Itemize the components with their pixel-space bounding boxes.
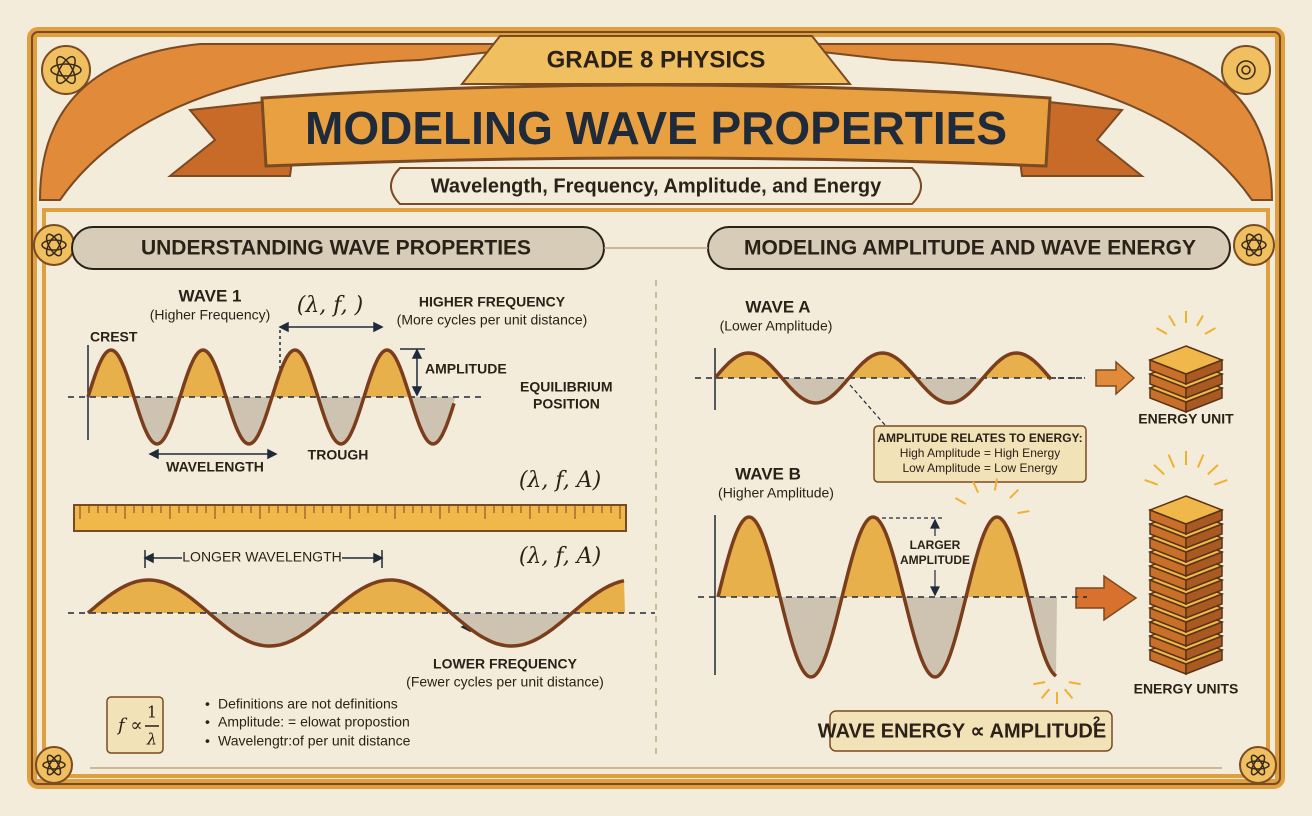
formula-lhs: f ∝ (116, 715, 143, 736)
wave-fill-crest (715, 353, 1052, 378)
leader (849, 384, 886, 426)
grade-plate (459, 35, 853, 85)
frequency-label: LOWER FREQUENCY (433, 656, 578, 672)
glow-ray (1068, 681, 1081, 686)
glow-ray (1033, 681, 1046, 686)
bullet: Definitions are not definitions (218, 696, 398, 712)
trough-label: TROUGH (308, 447, 369, 463)
wave-sublabel: (Higher Amplitude) (718, 485, 834, 501)
crest-label: CREST (90, 329, 138, 345)
glow-ray (1063, 688, 1074, 700)
wavelength-label: WAVELENGTH (166, 459, 264, 475)
arrow (1075, 574, 1138, 622)
grade-label: GRADE 8 PHYSICS (547, 46, 766, 73)
glow-ray (1196, 454, 1205, 468)
wave-sublabel: (Lower Amplitude) (720, 318, 833, 334)
wave-fill-trough (88, 397, 455, 444)
bullet: Wavelengtr:of per unit distance (218, 733, 411, 749)
wave-line (716, 515, 1058, 679)
glow-ray (993, 478, 998, 491)
frequency-note: (Fewer cycles per unit distance) (406, 674, 604, 690)
energy-label: ENERGY UNITS (1134, 681, 1239, 697)
glow-ray (1009, 489, 1019, 499)
notation: (λ, f, ) (297, 293, 363, 318)
notation: (λ, f, A) (519, 544, 601, 569)
wave-sublabel: (Higher Frequency) (150, 307, 271, 323)
glow-ray (1207, 464, 1219, 476)
frame-inner (42, 208, 1270, 778)
wave-label: WAVE B (735, 464, 801, 483)
wave-fill-trough (715, 378, 1052, 403)
measure-arrows (868, 517, 945, 597)
glow-ray (1156, 327, 1168, 335)
wave-line (86, 578, 625, 648)
note-box (873, 425, 1087, 483)
wave-label: WAVE 1 (179, 286, 242, 305)
section-heading: UNDERSTANDING WAVE PROPERTIES (141, 237, 531, 260)
glow-ray (1204, 327, 1216, 335)
equilibrium-label: POSITION (533, 396, 600, 412)
corner-ornament (751, 43, 1274, 201)
formula-box (106, 696, 164, 754)
wave-label: WAVE A (745, 297, 810, 316)
wavelength-label: LONGER WAVELENGTH (182, 549, 341, 565)
subtitle-plate (390, 167, 922, 205)
glow-ray (954, 497, 967, 505)
note-title: AMPLITUDE RELATES TO ENERGY: (877, 431, 1082, 445)
equilibrium-label: EQUILIBRIUM (520, 379, 613, 395)
bullet-list: • Definitions are not definitions • Ampl… (205, 696, 411, 749)
section-heading: MODELING AMPLITUDE AND WAVE ENERGY (744, 237, 1196, 260)
formula-denominator: λ (146, 730, 157, 749)
law-box (829, 710, 1113, 752)
wave-fill-trough (88, 613, 625, 646)
title-ribbon (260, 83, 1052, 168)
corner-ornament (38, 43, 561, 201)
frame-line (31, 31, 1281, 785)
wave-line (713, 351, 1053, 405)
wave-fill-crest (88, 580, 625, 613)
frequency-label: HIGHER FREQUENCY (419, 294, 566, 310)
corner-icons (33, 45, 1277, 784)
energy-stacks (954, 311, 1228, 704)
notation: (λ, f, A) (519, 468, 601, 493)
larger-label: AMPLITUDE (900, 553, 970, 567)
energy-label: ENERGY UNIT (1138, 411, 1234, 427)
bullet: Amplitude: = elowat propostion (218, 714, 410, 730)
glow-ray (1017, 510, 1030, 515)
glow-ray (1040, 688, 1051, 700)
arrow (1095, 360, 1136, 396)
waves (68, 348, 1087, 679)
bullet-dot: • (205, 714, 210, 730)
slab-top (1147, 495, 1225, 525)
bullet-dot: • (205, 696, 210, 712)
subtitle: Wavelength, Frequency, Amplitude, and En… (431, 175, 882, 197)
title: MODELING WAVE PROPERTIES (305, 102, 1007, 154)
note-line: High Amplitude = High Energy (900, 446, 1060, 460)
slab-top (1147, 345, 1225, 375)
wave-line (86, 348, 456, 446)
glow-ray (972, 481, 980, 494)
wave-fill-trough (718, 597, 1057, 677)
glow-ray (1153, 464, 1165, 476)
ruler-ticks (79, 505, 621, 519)
bullet-dot: • (205, 733, 210, 749)
frequency-note: (More cycles per unit distance) (397, 312, 588, 328)
law-exponent: 2 (1093, 713, 1100, 728)
glow-ray (1213, 479, 1228, 486)
note-line: Low Amplitude = Low Energy (902, 461, 1057, 475)
amplitude-label: AMPLITUDE (425, 361, 507, 377)
wave-fill-crest (88, 350, 455, 397)
glow-ray (1196, 315, 1204, 327)
formula-numerator: 1 (147, 703, 157, 722)
glow-ray (1144, 479, 1159, 486)
law-text: WAVE ENERGY ∝ AMPLITUDE (818, 720, 1106, 742)
atom-icons (41, 55, 1270, 776)
glow-ray (1167, 454, 1176, 468)
larger-label: LARGER (910, 538, 961, 552)
glow-ray (1168, 315, 1176, 327)
